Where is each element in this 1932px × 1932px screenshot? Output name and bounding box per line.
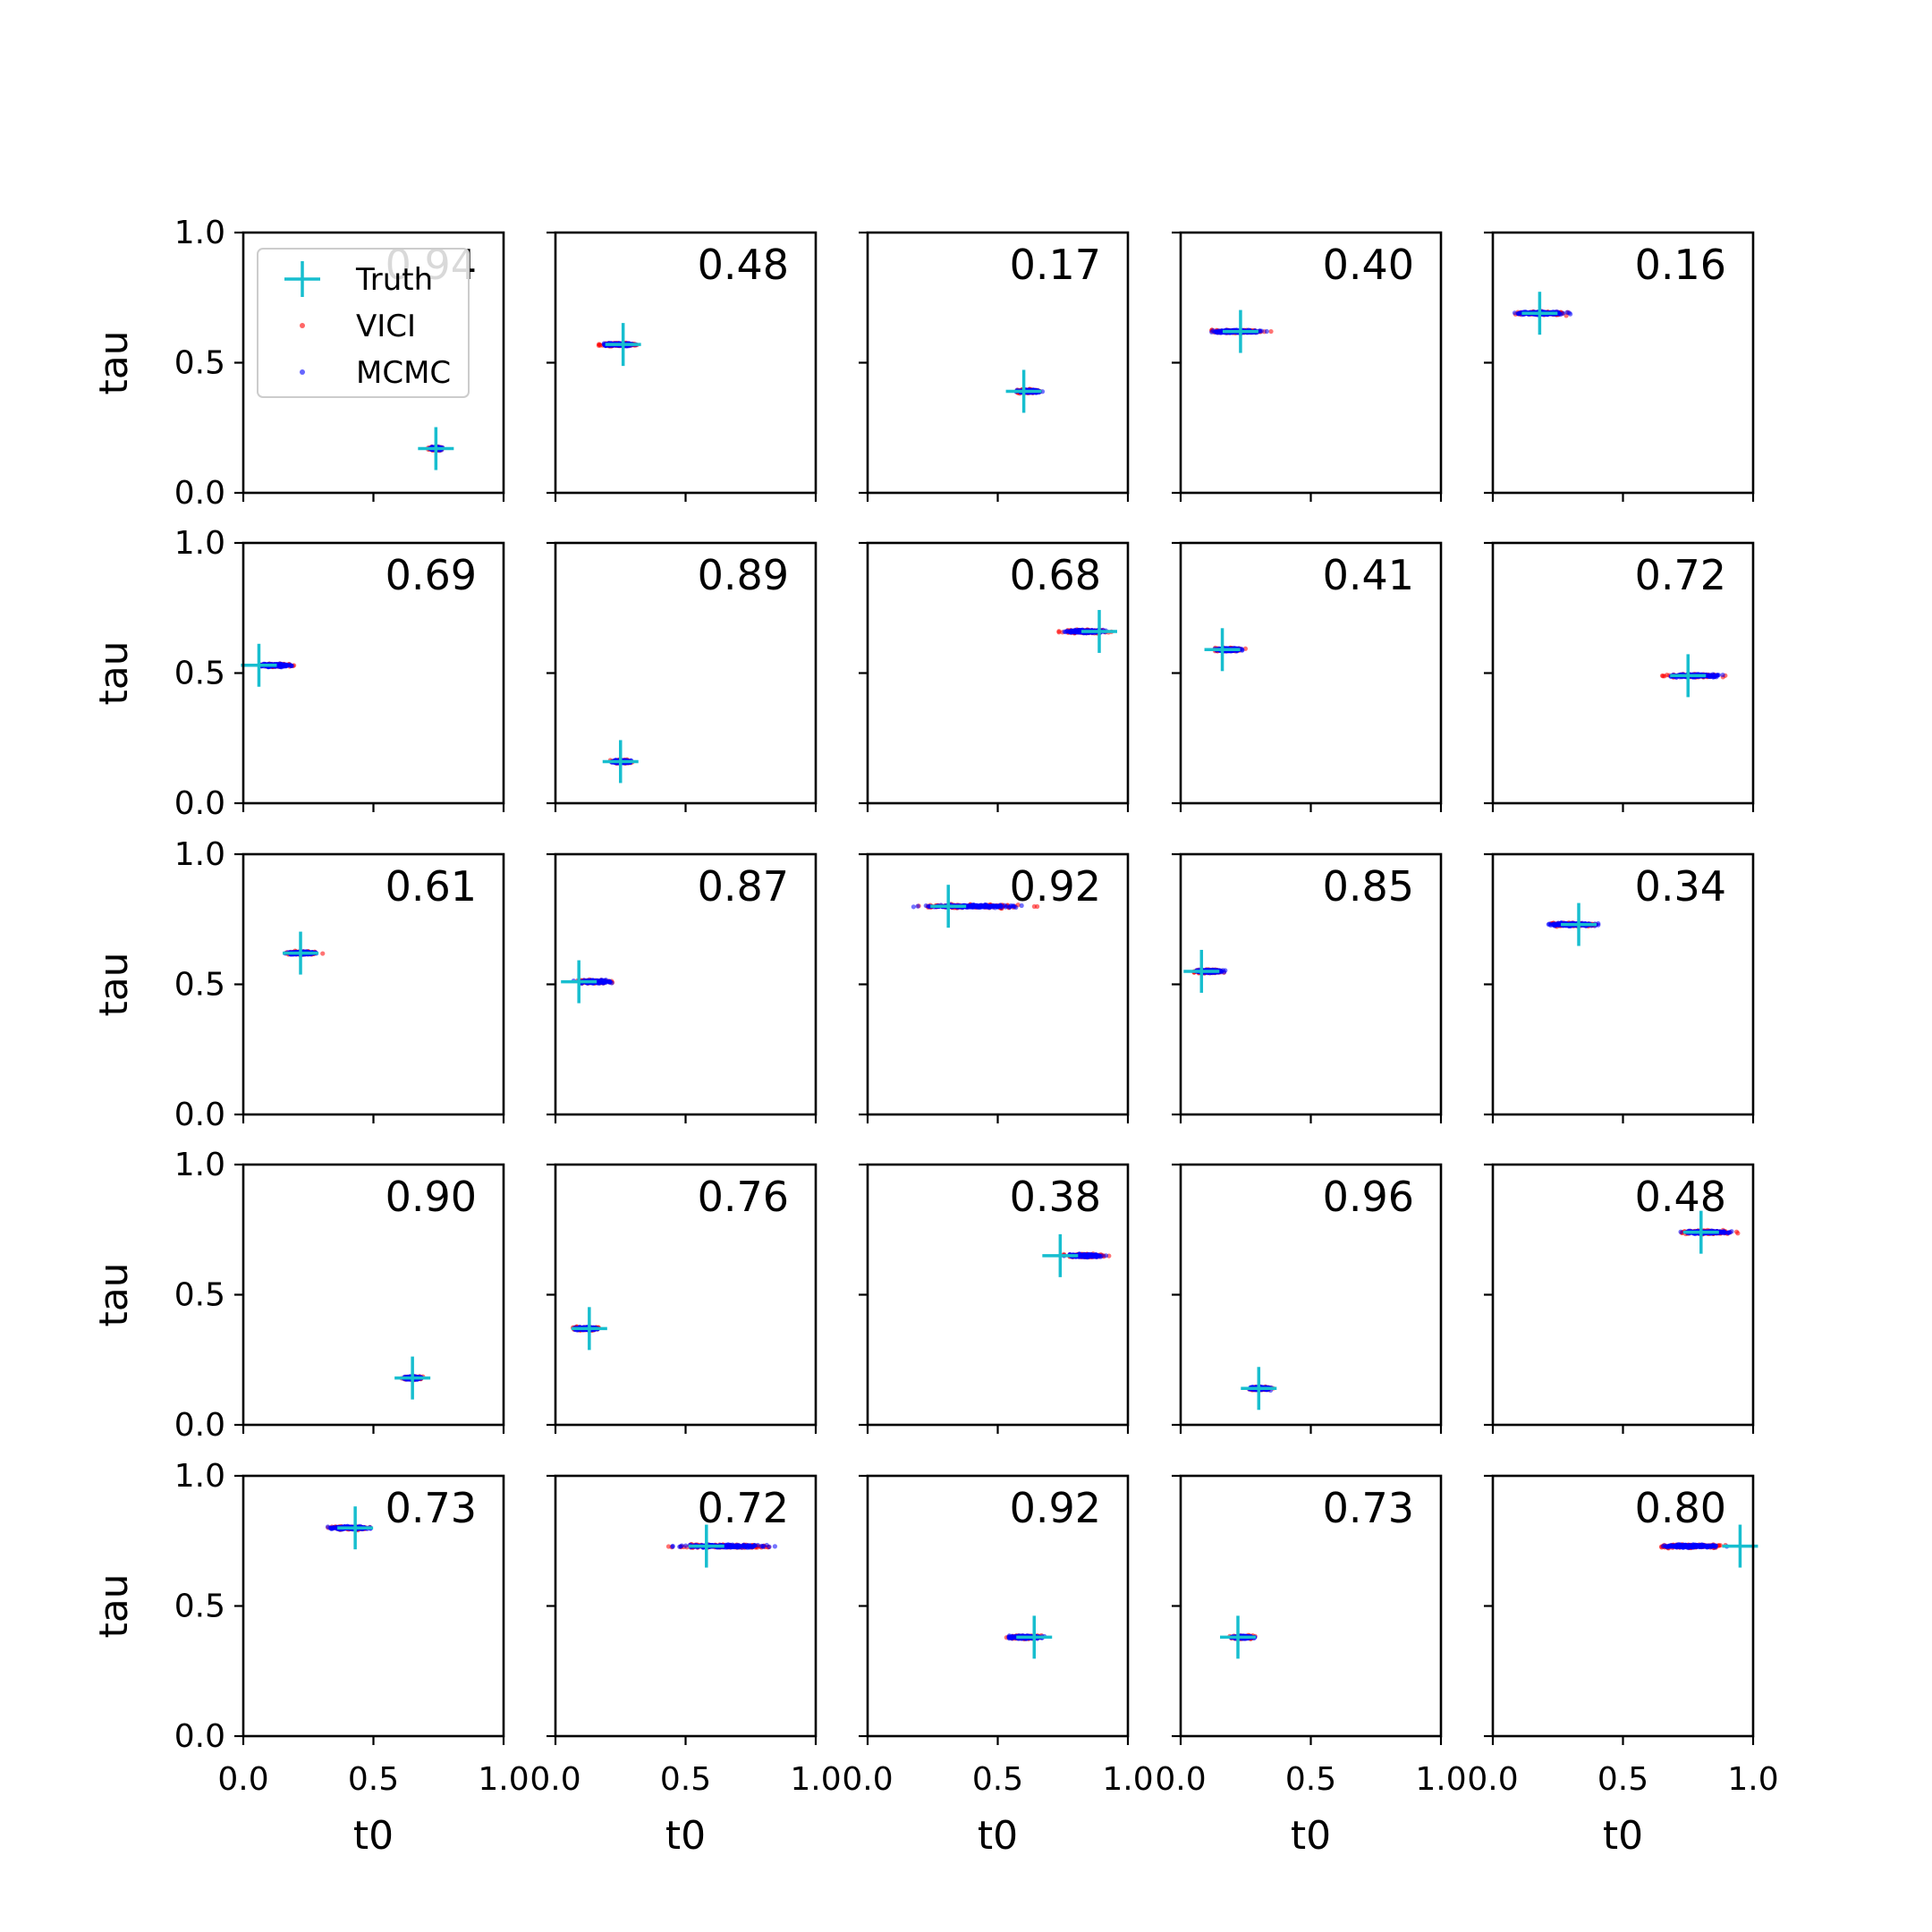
panel-8: 0.68 [859, 541, 1130, 812]
panel-13: 0.92 [859, 852, 1130, 1123]
panels-layer: 0.00.51.0tau0.940.480.170.400.160.00.51.… [91, 215, 1779, 1859]
overlap-value: 0.16 [1635, 241, 1726, 289]
mcmc-point [1073, 629, 1079, 634]
panel-10: 0.72 [1484, 541, 1755, 812]
mcmc-point [975, 904, 980, 910]
vici-point [320, 951, 326, 956]
mcmc-point [1720, 672, 1725, 678]
vici-point [1031, 903, 1037, 910]
mcmc-point [598, 979, 605, 985]
overlap-value: 0.87 [698, 862, 789, 911]
panel-12: 0.87 [547, 852, 818, 1123]
mcmc-point [281, 663, 286, 668]
mcmc-point [1012, 904, 1017, 910]
mcmc-point [1707, 674, 1712, 679]
y-axis-label: tau [91, 640, 137, 705]
mcmc-point [915, 903, 920, 909]
overlap-value: 0.72 [1635, 551, 1726, 599]
vici-point [1659, 673, 1665, 679]
mcmc-point [1212, 329, 1217, 335]
panel-6: 0.0 0.5 1.0 tau 0.69 [91, 525, 505, 822]
mcmc-point [1063, 629, 1069, 635]
mcmc-point [289, 663, 294, 669]
mcmc-point [606, 979, 612, 985]
y-axis-label: tau [91, 330, 137, 394]
overlap-value: 0.48 [698, 241, 789, 289]
y-tick-label: 0.0 [174, 785, 225, 822]
mcmc-point [1264, 328, 1269, 335]
panel-7: 0.89 [547, 541, 818, 812]
mcmc-point [971, 902, 977, 909]
overlap-value: 0.68 [1010, 551, 1101, 599]
mcmc-point [987, 903, 993, 909]
overlap-value: 0.40 [1323, 241, 1414, 289]
panel-4: 0.40 [1172, 231, 1443, 502]
y-axis-label: tau [91, 952, 137, 1016]
panel-11: 0.0 0.5 1.0 tau 0.61 [91, 836, 505, 1133]
y-tick-label: 0.0 [174, 1097, 225, 1133]
mcmc-point [1240, 647, 1245, 653]
panel-5: 0.16 [1484, 231, 1755, 502]
vici-point [1056, 629, 1062, 634]
mcmc-point [1512, 310, 1518, 316]
y-tick-label: 0.0 [174, 475, 225, 512]
y-tick-label: 0.5 [174, 656, 225, 692]
panel-2: 0.48 [547, 231, 818, 502]
mcmc-point [1564, 309, 1570, 315]
mcmc-point [979, 904, 984, 910]
mcmc-point [1003, 904, 1009, 910]
mcmc-point [923, 902, 928, 909]
panel-3: 0.17 [859, 231, 1130, 502]
mcmc-point [1714, 674, 1719, 680]
vici-point [1268, 328, 1274, 335]
mcmc-point [993, 903, 998, 909]
mcmc-point [1007, 904, 1013, 910]
overlap-value: 0.61 [386, 862, 477, 911]
y-tick-label: 1.0 [174, 836, 225, 873]
mcmc-point [911, 904, 916, 910]
mcmc-point [1019, 902, 1024, 909]
y-tick-label: 1.0 [174, 525, 225, 562]
overlap-value: 0.41 [1323, 551, 1414, 599]
overlap-value: 0.89 [698, 551, 789, 599]
overlap-value: 0.69 [386, 551, 477, 599]
y-tick-label: 0.5 [174, 967, 225, 1004]
overlap-value: 0.17 [1010, 241, 1101, 289]
vici-point [1665, 673, 1670, 678]
vici-point [596, 343, 602, 348]
y-tick-label: 1.0 [174, 215, 225, 251]
panel-9: 0.41 [1172, 541, 1443, 812]
panel-14: 0.85 [1172, 852, 1443, 1123]
y-tick-label: 0.5 [174, 345, 225, 382]
overlap-value: 0.92 [1010, 862, 1101, 911]
